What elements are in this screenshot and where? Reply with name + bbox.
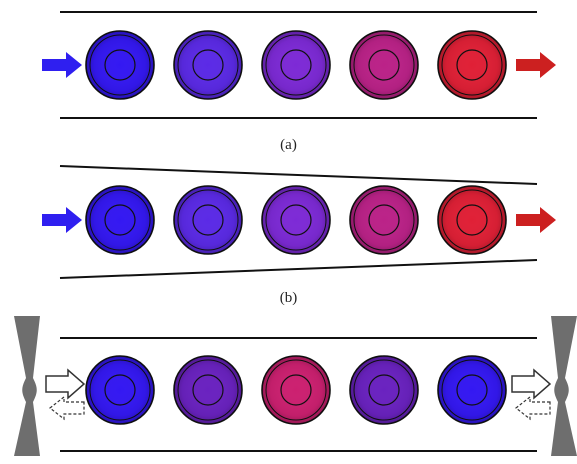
cell-5: [437, 30, 507, 100]
inlet-arrow-icon: [42, 52, 82, 78]
caption-a: (a): [280, 137, 297, 153]
cell-4: [349, 355, 419, 425]
panel-b-tapered-channel: [42, 165, 556, 279]
cell-3: [261, 355, 331, 425]
inlet-arrow-icon: [42, 207, 82, 233]
cell-2: [173, 355, 243, 425]
cell-3: [261, 185, 331, 255]
outlet-arrow-icon: [516, 207, 556, 233]
cell-1: [85, 355, 155, 425]
cell-2: [173, 185, 243, 255]
left-transducer-icon: [14, 316, 40, 456]
channel-bottom-wall: [59, 259, 538, 279]
panel-a-straight-channel: [42, 11, 556, 119]
cell-4: [349, 185, 419, 255]
right-bidirectional-arrow-icon: [511, 368, 552, 421]
cell-3: [261, 30, 331, 100]
channel-top-wall: [59, 165, 538, 185]
cell-2: [173, 30, 243, 100]
cell-1: [85, 185, 155, 255]
cell-1: [85, 30, 155, 100]
cell-5: [437, 185, 507, 255]
right-transducer-icon: [551, 316, 577, 456]
caption-b: (b): [279, 290, 298, 306]
outlet-arrow-icon: [516, 52, 556, 78]
panel-c-acoustic-channel: [14, 316, 577, 456]
left-bidirectional-arrow-icon: [45, 368, 86, 421]
cell-5: [437, 355, 507, 425]
cell-4: [349, 30, 419, 100]
